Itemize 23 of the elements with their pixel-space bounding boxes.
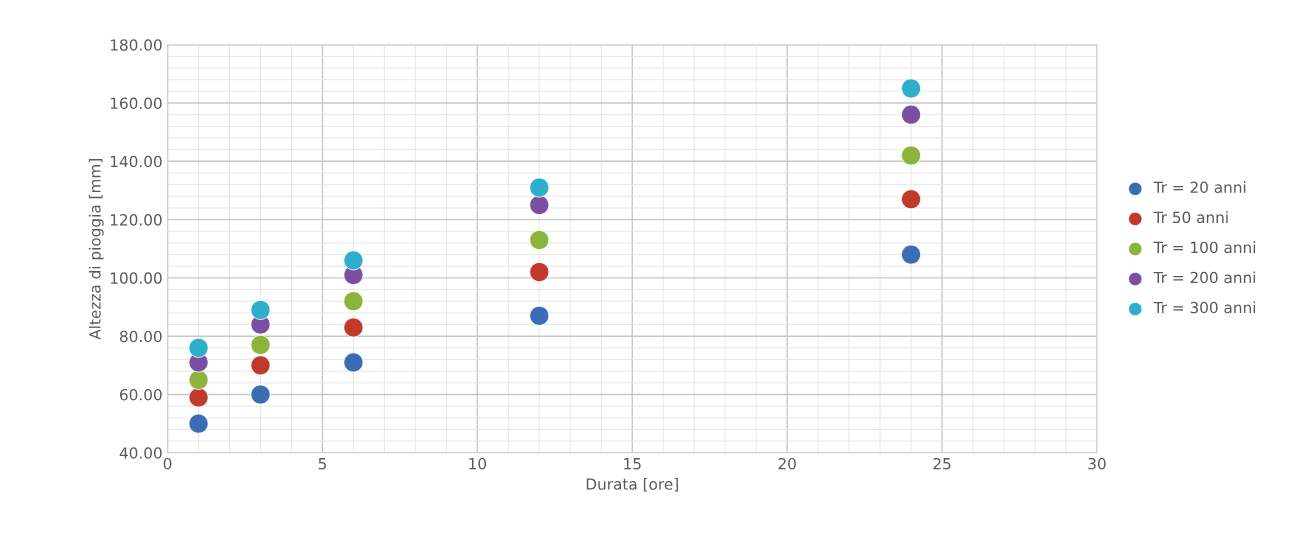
legend-label: Tr = 20 anni	[1153, 181, 1246, 194]
y-tick-label: 120.00	[110, 214, 162, 226]
point	[343, 291, 364, 312]
y-axis-title: Altezza di pioggia [mm]	[88, 159, 104, 340]
x-tick-label: 0	[163, 457, 172, 470]
x-axis-title: Durata [ore]	[586, 477, 678, 492]
y-tick-label: 80.00	[119, 330, 162, 343]
x-tick-label: 10	[469, 457, 487, 470]
x-tick-label: 25	[933, 457, 951, 470]
y-tick-label: 40.00	[119, 447, 162, 459]
x-tick-label: 15	[624, 458, 641, 470]
legend-label: Tr = 200 anni	[1153, 271, 1256, 284]
x-tick-label: 30	[1088, 457, 1106, 470]
legend-label: Tr = 100 anni	[1153, 241, 1256, 254]
legend-label: Tr 50 anni	[1153, 211, 1228, 224]
x-tick-label: 5	[318, 458, 326, 470]
y-tick-label: 160.00	[110, 97, 162, 110]
legend-label: Tr = 300 anni	[1153, 301, 1256, 314]
x-tick-label: 20	[778, 457, 796, 470]
y-tick-label: 100.00	[110, 272, 162, 284]
y-tick-label: 60.00	[120, 388, 162, 401]
y-tick-label: 180.00	[110, 39, 162, 51]
y-tick-label: 140.00	[110, 155, 162, 168]
